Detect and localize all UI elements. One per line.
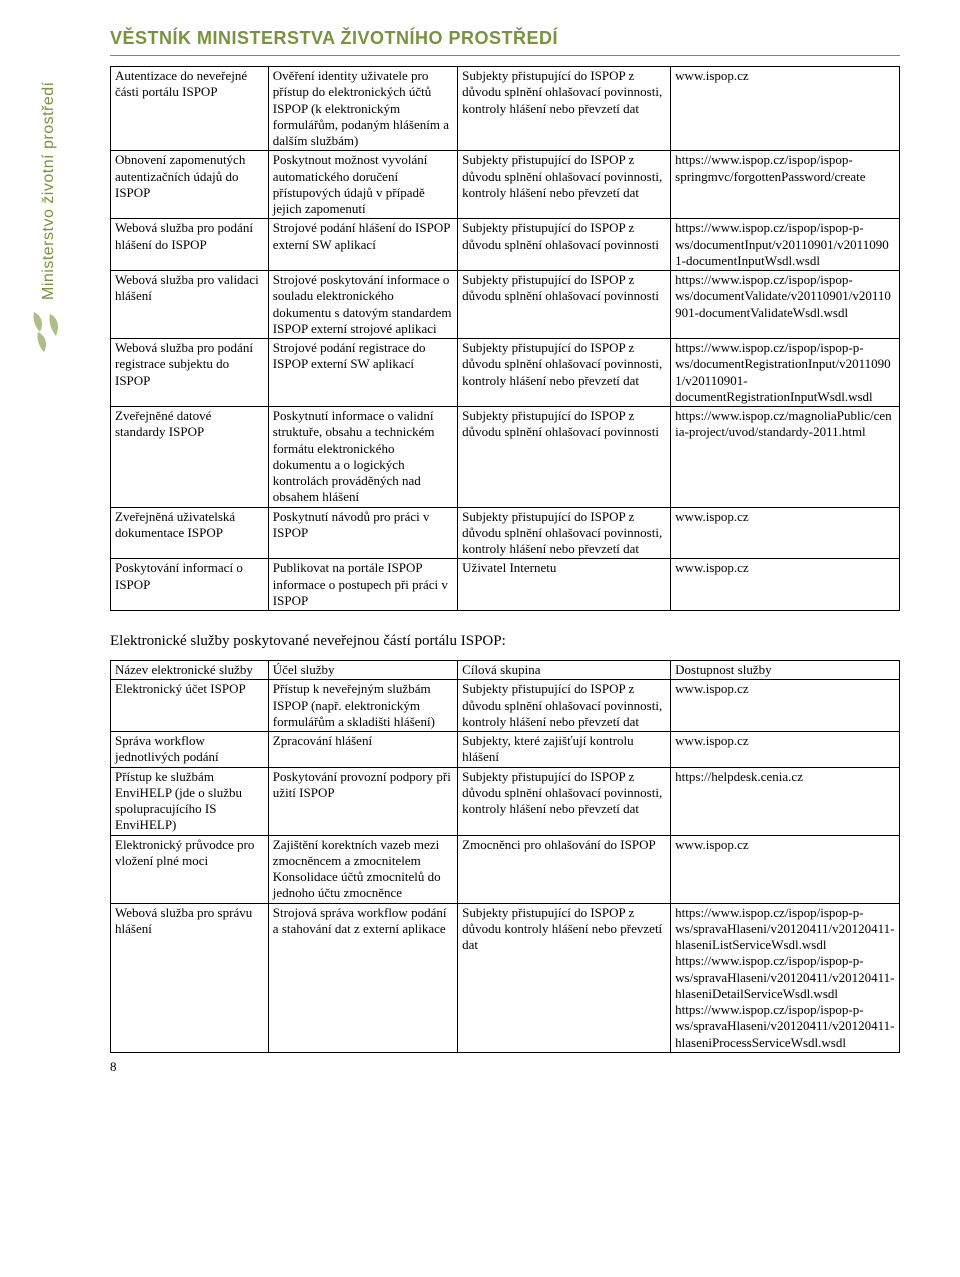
cell-target-group: Subjekty přistupující do ISPOP z důvodu …: [458, 219, 671, 271]
cell-purpose: Strojové podání registrace do ISPOP exte…: [268, 339, 457, 407]
cell-target-group: Uživatel Internetu: [458, 559, 671, 611]
header-availability: Dostupnost služby: [671, 661, 900, 680]
cell-target-group: Subjekty, které zajišťují kontrolu hláše…: [458, 732, 671, 768]
cell-service-name: Elektronický účet ISPOP: [111, 680, 269, 732]
table-row: Elektronický průvodce pro vložení plné m…: [111, 835, 900, 903]
cell-target-group: Subjekty přistupující do ISPOP z důvodu …: [458, 339, 671, 407]
table-header-row: Název elektronické služby Účel služby Cí…: [111, 661, 900, 680]
cell-purpose: Strojová správa workflow podání a stahov…: [268, 903, 457, 1052]
cell-target-group: Subjekty přistupující do ISPOP z důvodu …: [458, 271, 671, 339]
table-row: Přístup ke službám EnviHELP (jde o služb…: [111, 767, 900, 835]
table-2-caption: Elektronické služby poskytované neveřejn…: [110, 633, 900, 650]
cell-purpose: Poskytnutí informace o validní struktuře…: [268, 407, 457, 508]
cell-service-name: Webová služba pro validaci hlášení: [111, 271, 269, 339]
services-table-1: Autentizace do neveřejné části portálu I…: [110, 66, 900, 611]
table-row: Elektronický účet ISPOP Přístup k neveře…: [111, 680, 900, 732]
cell-availability: www.ispop.cz: [671, 732, 900, 768]
cell-target-group: Subjekty přistupující do ISPOP z důvodu …: [458, 67, 671, 151]
table-1-body: Autentizace do neveřejné části portálu I…: [111, 67, 900, 611]
cell-service-name: Zveřejněné datové standardy ISPOP: [111, 407, 269, 508]
cell-service-name: Obnovení zapomenutých autentizačních úda…: [111, 151, 269, 219]
cell-target-group: Subjekty přistupující do ISPOP z důvodu …: [458, 507, 671, 559]
cell-service-name: Poskytování informací o ISPOP: [111, 559, 269, 611]
cell-availability: https://www.ispop.cz/ispop/ispop-p-ws/do…: [671, 339, 900, 407]
table-row: Obnovení zapomenutých autentizačních úda…: [111, 151, 900, 219]
cell-target-group: Subjekty přistupující do ISPOP z důvodu …: [458, 680, 671, 732]
cell-availability: www.ispop.cz: [671, 67, 900, 151]
header-target-group: Cílová skupina: [458, 661, 671, 680]
cell-service-name: Autentizace do neveřejné části portálu I…: [111, 67, 269, 151]
cell-service-name: Elektronický průvodce pro vložení plné m…: [111, 835, 269, 903]
header-service-name: Název elektronické služby: [111, 661, 269, 680]
table-row: Autentizace do neveřejné části portálu I…: [111, 67, 900, 151]
cell-service-name: Správa workflow jednotlivých podání: [111, 732, 269, 768]
table-row: Poskytování informací o ISPOP Publikovat…: [111, 559, 900, 611]
cell-availability: www.ispop.cz: [671, 559, 900, 611]
cell-service-name: Webová služba pro správu hlášení: [111, 903, 269, 1052]
cell-target-group: Subjekty přistupující do ISPOP z důvodu …: [458, 903, 671, 1052]
cell-target-group: Zmocněnci pro ohlašování do ISPOP: [458, 835, 671, 903]
table-row: Správa workflow jednotlivých podání Zpra…: [111, 732, 900, 768]
cell-availability: https://www.ispop.cz/magnoliaPublic/ceni…: [671, 407, 900, 508]
cell-availability: https://www.ispop.cz/ispop/ispop-ws/docu…: [671, 271, 900, 339]
cell-purpose: Poskytnout možnost vyvolání automatickéh…: [268, 151, 457, 219]
cell-target-group: Subjekty přistupující do ISPOP z důvodu …: [458, 151, 671, 219]
cell-service-name: Webová služba pro podání registrace subj…: [111, 339, 269, 407]
cell-service-name: Webová služba pro podání hlášení do ISPO…: [111, 219, 269, 271]
cell-availability: www.ispop.cz: [671, 680, 900, 732]
cell-service-name: Přístup ke službám EnviHELP (jde o služb…: [111, 767, 269, 835]
document-header: VĚSTNÍK MINISTERSTVA ŽIVOTNÍHO PROSTŘEDÍ: [110, 28, 900, 56]
sidebar-ministry-label: Ministerstvo životní prostředí: [40, 81, 58, 300]
cell-purpose: Zpracování hlášení: [268, 732, 457, 768]
cell-availability: www.ispop.cz: [671, 835, 900, 903]
cell-purpose: Strojové podání hlášení do ISPOP externí…: [268, 219, 457, 271]
cell-purpose: Zajištění korektních vazeb mezi zmocněnc…: [268, 835, 457, 903]
cell-purpose: Přístup k neveřejným službám ISPOP (např…: [268, 680, 457, 732]
table-row: Webová služba pro správu hlášení Strojov…: [111, 903, 900, 1052]
cell-availability: www.ispop.cz: [671, 507, 900, 559]
cell-target-group: Subjekty přistupující do ISPOP z důvodu …: [458, 407, 671, 508]
services-table-2: Název elektronické služby Účel služby Cí…: [110, 660, 900, 1053]
header-purpose: Účel služby: [268, 661, 457, 680]
table-row: Zveřejněná uživatelská dokumentace ISPOP…: [111, 507, 900, 559]
table-row: Webová služba pro podání registrace subj…: [111, 339, 900, 407]
cell-availability: https://helpdesk.cenia.cz: [671, 767, 900, 835]
cell-purpose: Ověření identity uživatele pro přístup d…: [268, 67, 457, 151]
cell-availability: https://www.ispop.cz/ispop/ispop-p-ws/do…: [671, 219, 900, 271]
cell-purpose: Strojové poskytování informace o souladu…: [268, 271, 457, 339]
cell-purpose: Poskytnutí návodů pro práci v ISPOP: [268, 507, 457, 559]
page: VĚSTNÍK MINISTERSTVA ŽIVOTNÍHO PROSTŘEDÍ…: [0, 0, 960, 1093]
leaf-ornament-icon: [28, 310, 64, 357]
cell-purpose: Publikovat na portále ISPOP informace o …: [268, 559, 457, 611]
cell-target-group: Subjekty přistupující do ISPOP z důvodu …: [458, 767, 671, 835]
table-row: Webová služba pro podání hlášení do ISPO…: [111, 219, 900, 271]
cell-availability: https://www.ispop.cz/ispop/ispop-springm…: [671, 151, 900, 219]
cell-service-name: Zveřejněná uživatelská dokumentace ISPOP: [111, 507, 269, 559]
cell-purpose: Poskytování provozní podpory při užití I…: [268, 767, 457, 835]
table-2-body: Název elektronické služby Účel služby Cí…: [111, 661, 900, 1053]
table-row: Zveřejněné datové standardy ISPOP Poskyt…: [111, 407, 900, 508]
table-row: Webová služba pro validaci hlášení Stroj…: [111, 271, 900, 339]
page-number: 8: [110, 1059, 117, 1075]
cell-availability: https://www.ispop.cz/ispop/ispop-p-ws/sp…: [671, 903, 900, 1052]
